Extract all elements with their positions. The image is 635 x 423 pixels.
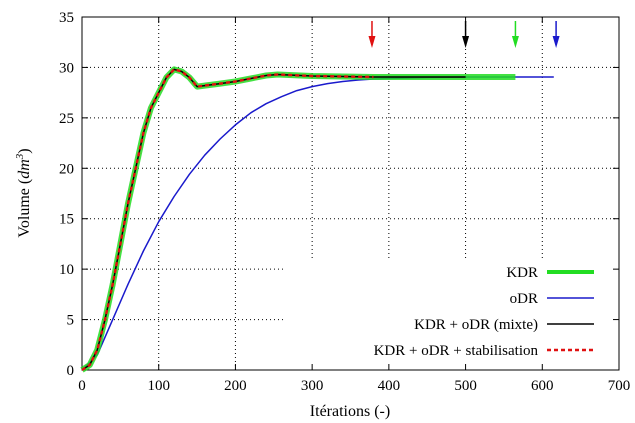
y-tick-label-4: 20 <box>59 161 74 177</box>
legend-label-mixte: KDR + oDR (mixte) <box>414 317 538 333</box>
y-tick-label-5: 25 <box>59 111 74 127</box>
grid <box>82 17 619 370</box>
x-axis-title: Itérations (-) <box>310 403 390 420</box>
axis-ticks: 0 100 200 300 400 500 600 700 0 5 10 15 20 25 30 35 <box>59 10 630 394</box>
x-tick-label-0: 0 <box>78 378 86 394</box>
legend: KDR oDR KDR + oDR (mixte) KDR + oDR + st… <box>374 265 594 359</box>
x-tick-label-5: 500 <box>454 378 477 394</box>
series-line-mixte <box>81 68 466 371</box>
y-axis-title-unit: dm <box>16 159 33 179</box>
y-axis-title: Volume (dm3) <box>14 148 33 237</box>
arrow-head-2 <box>511 36 519 48</box>
y-axis-title-main: Volume ( <box>16 179 33 238</box>
y-tick-label-7: 35 <box>59 10 74 26</box>
series-line-stabilisation <box>81 68 374 372</box>
arrow-head-0 <box>368 36 376 48</box>
y-tick-label-6: 30 <box>59 60 74 76</box>
series-layer <box>80 66 554 373</box>
y-tick-label-3: 15 <box>59 212 74 228</box>
y-axis-title-close: ) <box>16 148 33 153</box>
x-tick-label-1: 100 <box>147 378 170 394</box>
x-tick-label-4: 400 <box>378 378 401 394</box>
x-tick-label-2: 200 <box>224 378 247 394</box>
arrow-head-1 <box>462 36 470 48</box>
y-tick-label-0: 0 <box>67 363 75 379</box>
legend-label-kdr: KDR <box>506 265 538 281</box>
arrow-head-3 <box>552 36 560 48</box>
convergence-arrows <box>368 21 560 48</box>
y-tick-label-1: 5 <box>67 313 75 329</box>
plot-frame <box>81 16 620 371</box>
y-axis-title-exp: 3 <box>14 153 26 160</box>
x-tick-label-7: 700 <box>608 378 631 394</box>
legend-label-odr: oDR <box>510 291 538 307</box>
x-tick-label-3: 300 <box>301 378 324 394</box>
x-tick-label-6: 600 <box>531 378 554 394</box>
y-tick-label-2: 10 <box>59 262 74 278</box>
legend-label-stabilisation: KDR + oDR + stabilisation <box>374 343 539 359</box>
